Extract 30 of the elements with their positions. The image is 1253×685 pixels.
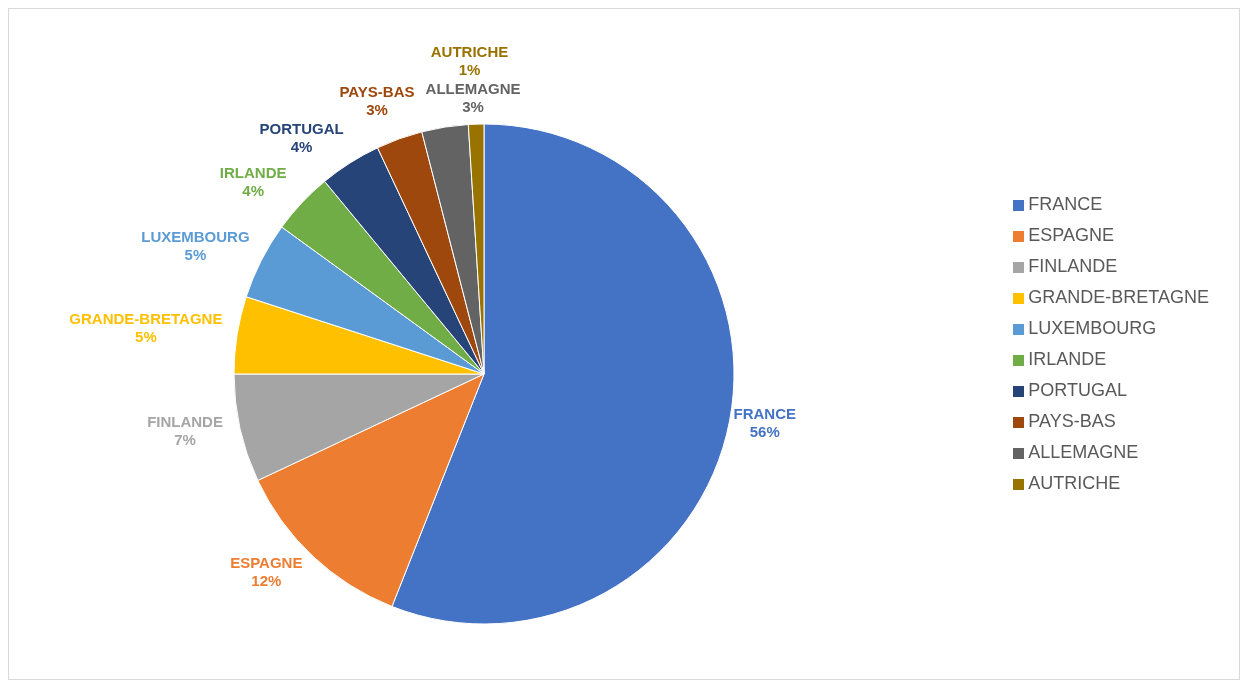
data-label: 5% — [184, 245, 207, 263]
legend-label: PAYS-BAS — [1028, 411, 1116, 431]
legend-label: IRLANDE — [1028, 349, 1107, 369]
data-label: 3% — [462, 98, 484, 116]
slice-label: LUXEMBOURG — [141, 227, 250, 245]
data-label: 4% — [242, 182, 265, 200]
data-label: 12% — [251, 572, 282, 590]
data-label: 4% — [290, 137, 313, 155]
legend-label: PORTUGAL — [1028, 380, 1128, 400]
slice-label: GRANDE-BRETAGNE — [69, 309, 223, 327]
legend-label: ALLEMAGNE — [1028, 442, 1139, 462]
data-label: 1% — [458, 61, 481, 79]
slice-label: IRLANDE — [219, 164, 287, 182]
legend-label: FINLANDE — [1028, 256, 1118, 276]
data-label: 5% — [135, 327, 157, 345]
legend-label: FRANCE — [1028, 194, 1103, 214]
data-label: 7% — [174, 431, 196, 449]
slice-label: AUTRICHE — [430, 43, 509, 61]
slice-label: FINLANDE — [147, 413, 223, 431]
legend-label: GRANDE-BRETAGNE — [1028, 287, 1209, 307]
slice-label: PAYS-BAS — [339, 83, 415, 101]
legend-label: AUTRICHE — [1028, 473, 1121, 493]
slice-label: ESPAGNE — [230, 554, 303, 572]
data-label: 56% — [749, 422, 780, 440]
data-label: 3% — [366, 101, 388, 119]
legend-label: ESPAGNE — [1028, 225, 1115, 245]
legend-label: LUXEMBOURG — [1028, 318, 1157, 338]
slice-label: PORTUGAL — [259, 119, 344, 137]
slice-label: ALLEMAGNE — [425, 80, 521, 98]
slice-label: FRANCE — [733, 404, 796, 422]
